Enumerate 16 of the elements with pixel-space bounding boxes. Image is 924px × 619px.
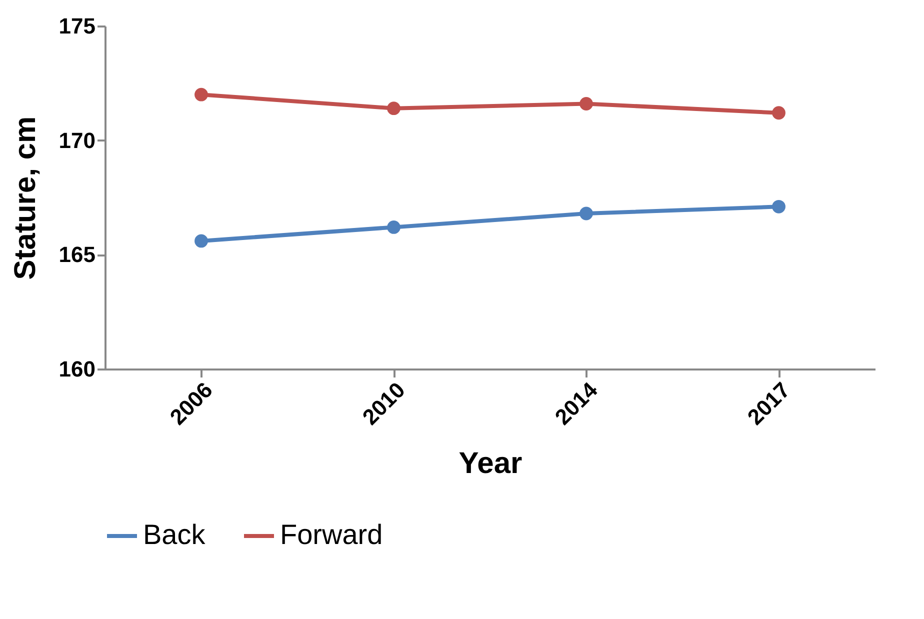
point [194,88,208,102]
x-axis-title: Year [458,446,523,480]
y-axis-title: Stature, cm [8,116,42,280]
point [387,102,400,116]
point [772,106,786,120]
y-tick-label: 165 [58,242,96,268]
point [580,206,593,220]
y-tick-label: 175 [58,14,96,38]
y-tick-label: 160 [58,356,96,382]
point [387,220,400,234]
point [772,200,786,214]
legend-label: Forward [280,519,383,550]
point [194,234,208,248]
point [580,97,593,110]
legend-label: Back [143,519,206,550]
y-tick-label: 170 [58,128,96,153]
